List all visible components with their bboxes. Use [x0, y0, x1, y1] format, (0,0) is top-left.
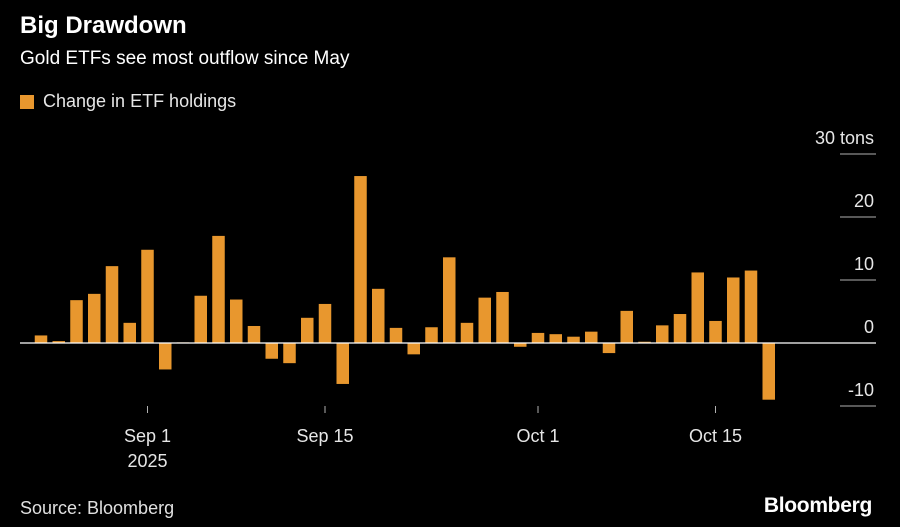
- bar: [709, 320, 722, 343]
- chart-title: Big Drawdown: [20, 12, 187, 39]
- bar: [318, 303, 332, 343]
- source-note: Source: Bloomberg: [20, 498, 175, 518]
- bar: [567, 336, 580, 343]
- bar: [478, 297, 491, 343]
- bar: [673, 314, 687, 343]
- y-tick-label: 20: [854, 191, 874, 211]
- bar: [52, 341, 65, 343]
- bar: [514, 343, 527, 347]
- bar: [496, 291, 509, 343]
- bar: [105, 266, 119, 343]
- bar: [443, 257, 456, 343]
- bar: [141, 249, 154, 343]
- legend-swatch: [20, 94, 34, 109]
- x-tick-label: Sep 1: [124, 426, 171, 446]
- bar: [762, 343, 775, 400]
- x-tick-label: Sep 15: [296, 426, 353, 446]
- bar: [301, 317, 314, 343]
- bar: [585, 331, 598, 343]
- legend-label: Change in ETF holdings: [43, 91, 237, 111]
- bar: [34, 335, 48, 343]
- y-tick-label: -10: [848, 380, 874, 400]
- bar: [727, 277, 740, 343]
- y-tick-label: 10: [854, 254, 874, 274]
- y-tick-label: 30 tons: [815, 128, 874, 148]
- bar: [212, 235, 225, 343]
- bar: [230, 299, 243, 343]
- bar-chart: -10 0 10 20 30 tons Sep 1 Sep 15 Oct 1 Oct 15 202…: [20, 128, 876, 471]
- bar: [531, 332, 545, 343]
- bar: [88, 293, 101, 343]
- bar: [336, 343, 349, 384]
- bar: [159, 343, 172, 370]
- bar: [372, 288, 385, 343]
- bar: [602, 343, 616, 354]
- y-tick-label: 0: [864, 317, 874, 337]
- x-tick-label: Oct 15: [689, 426, 742, 446]
- bar: [744, 270, 758, 343]
- bar: [691, 272, 704, 343]
- bar: [425, 327, 438, 343]
- bar: [389, 327, 403, 343]
- bar: [123, 322, 136, 343]
- bar: [283, 343, 296, 364]
- bloomberg-logo: Bloomberg: [763, 494, 872, 517]
- chart-subtitle: Gold ETFs see most outflow since May: [20, 48, 350, 69]
- bar: [656, 325, 669, 343]
- x-year-label: 2025: [127, 451, 167, 471]
- legend: Change in ETF holdings: [20, 91, 236, 112]
- bar: [460, 322, 474, 343]
- bar: [407, 343, 420, 355]
- bar: [620, 310, 633, 343]
- x-tick-label: Oct 1: [516, 426, 559, 446]
- bar: [194, 295, 207, 343]
- bar: [70, 300, 83, 343]
- bar: [549, 334, 562, 343]
- bar: [265, 343, 278, 359]
- bar: [247, 325, 261, 343]
- bar: [354, 176, 367, 343]
